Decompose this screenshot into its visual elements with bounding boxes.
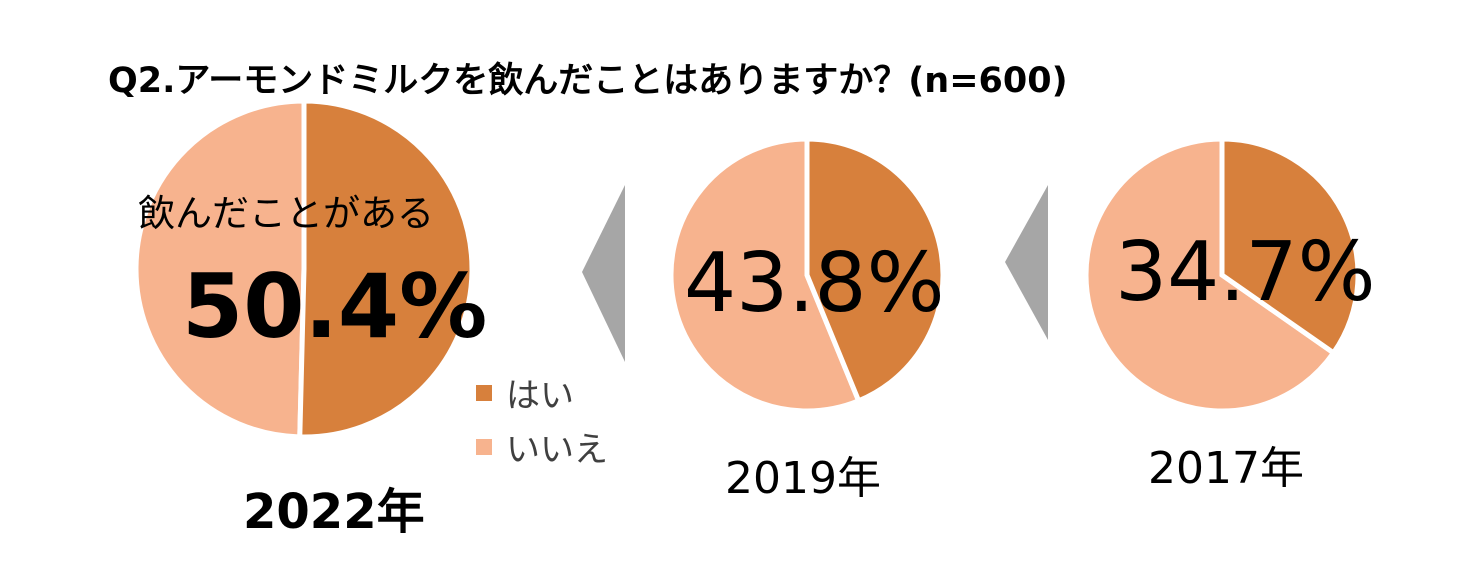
legend-item-no: いいえ <box>476 422 608 471</box>
annotation: 飲んだことがある <box>138 192 434 235</box>
pie-slice-2022年-はい <box>297 98 475 440</box>
pie-slice-2017年-はい <box>1219 136 1361 357</box>
arrow-left-icon <box>582 185 625 362</box>
legend-swatch <box>476 384 492 401</box>
legend-label: いいえ <box>506 430 608 470</box>
legend-swatch <box>476 438 492 455</box>
year-label-2019: 2019年 <box>725 453 881 504</box>
arrow-left-icon <box>1005 185 1048 340</box>
legend-item-yes: はい <box>476 368 574 417</box>
year-label-2022: 2022年 <box>243 484 425 540</box>
pie-slice-2022年-いいえ <box>133 98 307 440</box>
pie-slice-2019年-いいえ <box>668 136 862 414</box>
year-label-2017: 2017年 <box>1148 443 1304 494</box>
pie-slice-2019年-はい <box>804 136 946 405</box>
legend-label: はい <box>506 376 574 416</box>
data-label-2017: 34.7% <box>1115 225 1376 320</box>
chart-title: Q2.アーモンドミルクを飲んだことはありますか？(n=600) <box>108 61 1068 101</box>
data-label-2022: 50.4% <box>182 255 488 358</box>
pie-slice-2017年-いいえ <box>1083 136 1337 414</box>
data-label-2019: 43.8% <box>684 236 945 331</box>
